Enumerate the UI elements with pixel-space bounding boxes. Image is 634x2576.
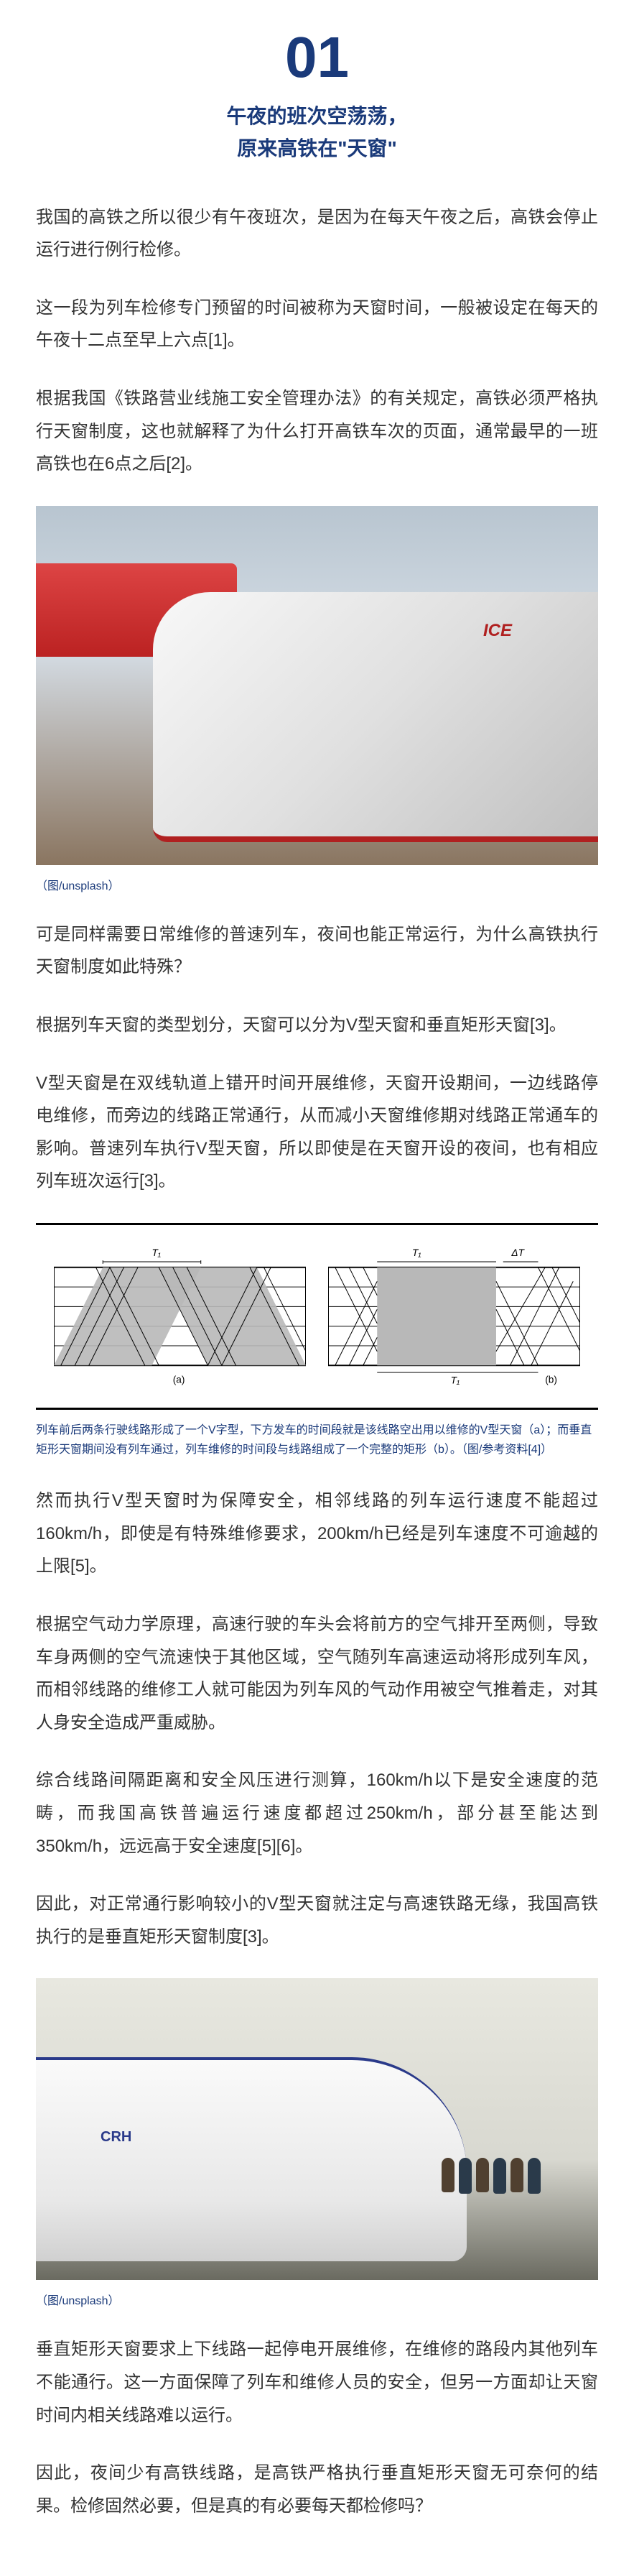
people-silhouettes [442, 2158, 541, 2194]
paragraph: 我国的高铁之所以很少有午夜班次，是因为在每天午夜之后，高铁会停止运行进行例行检修… [36, 201, 598, 267]
train-image-1: ICE [36, 506, 598, 865]
section-title: 午夜的班次空荡荡， 原来高铁在"天窗" [36, 101, 598, 165]
diagram-sub-label: (b) [545, 1375, 557, 1385]
paragraph: 综合线路间隔距离和安全风压进行测算，160km/h以下是安全速度的范畴，而我国高… [36, 1764, 598, 1862]
paragraph: 因此，夜间少有高铁线路，是高铁严格执行垂直矩形天窗无可奈何的结果。检修固然必要，… [36, 2457, 598, 2522]
image-caption: （图/unsplash） [36, 2291, 598, 2308]
diagram-label: T₁ [152, 1247, 162, 1258]
paragraph: V型天窗是在双线轨道上错开时间开展维修，天窗开设期间，一边线路停电维修，而旁边的… [36, 1067, 598, 1198]
window-diagram: T₁ 12345 (a) T₁ ΔT [36, 1223, 598, 1410]
image-caption: （图/unsplash） [36, 876, 598, 893]
diagram-caption: 列车前后两条行驶线路形成了一个V字型，下方发车的时间段就是该线路空出用以维修的V… [36, 1421, 598, 1459]
paragraph: 垂直矩形天窗要求上下线路一起停电开展维修，在维修的路段内其他列车不能通行。这一方… [36, 2333, 598, 2432]
paragraph: 根据空气动力学原理，高速行驶的车头会将前方的空气排开至两侧，导致车身两侧的空气流… [36, 1608, 598, 1739]
paragraph: 根据我国《铁路营业线施工安全管理办法》的有关规定，高铁必须严格执行天窗制度，这也… [36, 382, 598, 481]
train-label: CRH [101, 2129, 131, 2146]
paragraph: 这一段为列车检修专门预留的时间被称为天窗时间，一般被设定在每天的午夜十二点至早上… [36, 292, 598, 357]
section-number: 01 [36, 29, 598, 86]
train-label: ICE [483, 621, 512, 641]
paragraph: 根据列车天窗的类型划分，天窗可以分为V型天窗和垂直矩形天窗[3]。 [36, 1009, 598, 1042]
svg-text:T₁: T₁ [412, 1247, 421, 1258]
paragraph: 因此，对正常通行影响较小的V型天窗就注定与高速铁路无缘，我国高铁执行的是垂直矩形… [36, 1888, 598, 1953]
diagram-sub-label: (a) [173, 1375, 185, 1385]
paragraph: 可是同样需要日常维修的普速列车，夜间也能正常运行，为什么高铁执行天窗制度如此特殊… [36, 918, 598, 984]
title-line-2: 原来高铁在"天窗" [237, 137, 397, 160]
svg-text:ΔT: ΔT [511, 1247, 525, 1258]
svg-text:T₁: T₁ [450, 1375, 460, 1385]
train-image-2: CRH [36, 1978, 598, 2280]
paragraph: 然而执行V型天窗时为保障安全，相邻线路的列车运行速度不能超过160km/h，即使… [36, 1485, 598, 1583]
diagram-b: T₁ ΔT 12345 T₁ (b) [328, 1245, 580, 1388]
diagram-a: T₁ 12345 (a) [54, 1245, 306, 1388]
title-line-1: 午夜的班次空荡荡， [226, 105, 407, 127]
